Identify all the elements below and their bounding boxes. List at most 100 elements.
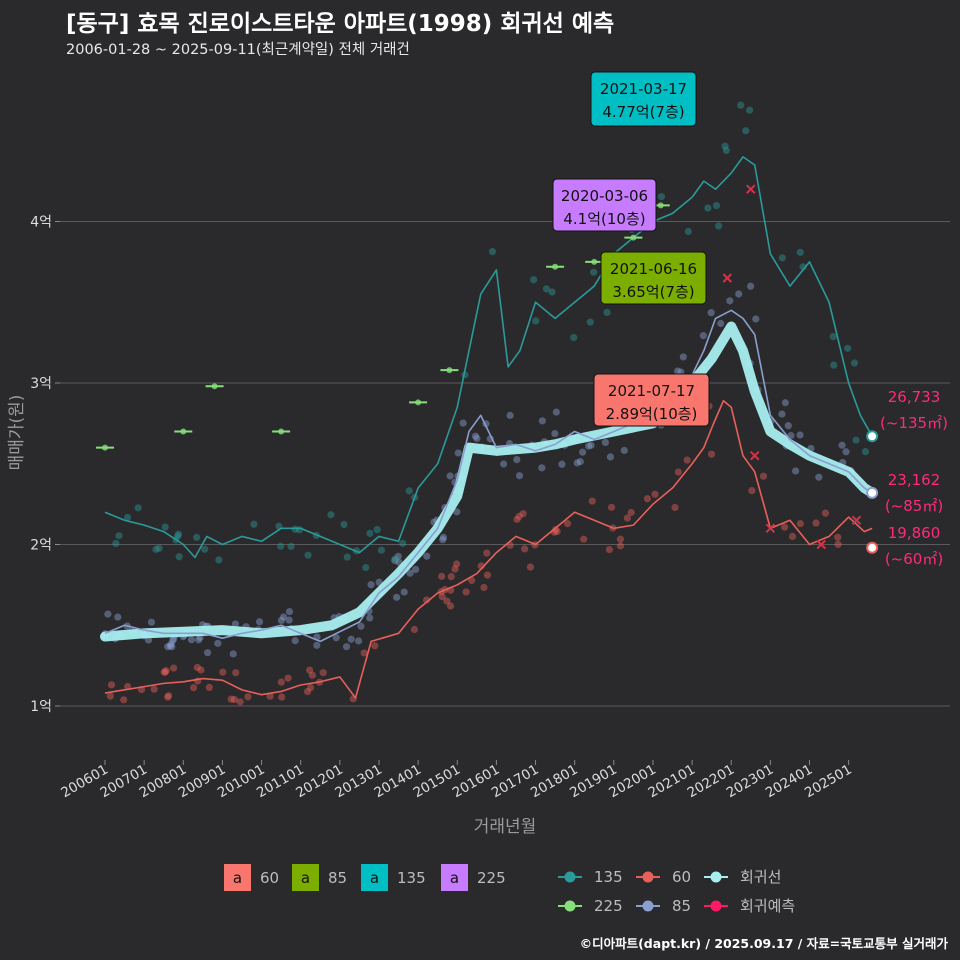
- point-60: [580, 535, 588, 543]
- callout-box-0: [590, 71, 697, 127]
- point-135: [174, 532, 182, 540]
- point-135: [155, 544, 163, 552]
- chart-title: [동구] 효목 진로이스트타운 아파트(1998) 회귀선 예측: [66, 11, 615, 37]
- callout-box-1: [552, 178, 657, 232]
- point-85: [285, 607, 294, 616]
- point-85: [104, 610, 112, 618]
- point-135: [704, 204, 712, 212]
- series-line-85: [104, 309, 873, 643]
- point-135: [737, 101, 745, 109]
- forecast-marker-3: [765, 523, 776, 534]
- point-60: [453, 560, 461, 568]
- legend-box-label-85: 85: [328, 869, 347, 887]
- point-225: [657, 202, 664, 209]
- point-85: [166, 642, 174, 650]
- point-135: [796, 248, 804, 256]
- point-85: [471, 432, 480, 440]
- point-60: [616, 542, 625, 550]
- point-135: [542, 285, 551, 293]
- point-135: [548, 288, 556, 296]
- legend-line-label-1: 60: [672, 868, 691, 886]
- legend-box-glyph: a: [450, 869, 459, 887]
- point-60: [480, 583, 488, 592]
- point-135: [399, 539, 407, 547]
- point-60: [306, 683, 315, 692]
- point-135: [570, 333, 578, 342]
- point-60: [308, 671, 316, 679]
- point-135: [123, 513, 132, 522]
- forecast-point-1: [866, 486, 879, 499]
- legend-box-label-225: 225: [477, 869, 506, 887]
- point-225: [552, 263, 559, 270]
- y-tick-label-1: 2억: [30, 538, 52, 554]
- point-85: [144, 636, 153, 644]
- point-60: [360, 649, 368, 657]
- point-135: [746, 106, 754, 114]
- legend-box-label-60: 60: [260, 869, 279, 887]
- point-85: [576, 457, 584, 466]
- callout-value-0: 4.77억(7층): [602, 103, 684, 121]
- point-135: [852, 436, 860, 444]
- point-135: [586, 318, 594, 326]
- point-60: [563, 519, 572, 528]
- point-135: [778, 254, 786, 262]
- point-85: [679, 353, 687, 361]
- point-60: [230, 695, 238, 704]
- point-60: [526, 563, 535, 571]
- point-85: [791, 467, 800, 475]
- legend-line-label-4: 85: [672, 897, 691, 915]
- forecast-price-1: 23,162: [888, 471, 941, 489]
- point-60: [189, 684, 198, 692]
- legend-line-label-0: 135: [594, 868, 623, 886]
- point-135: [722, 146, 730, 155]
- point-60: [164, 693, 172, 701]
- callout-date-1: 2020-03-06: [561, 187, 648, 205]
- point-135: [405, 487, 413, 495]
- point-85: [255, 618, 264, 626]
- point-85: [231, 620, 240, 628]
- legend-box-glyph: a: [370, 869, 379, 887]
- callout-date-0: 2021-03-17: [600, 80, 687, 98]
- callout-box-3: [593, 373, 710, 427]
- point-60: [519, 510, 527, 518]
- point-85: [459, 419, 467, 427]
- point-135: [287, 542, 295, 551]
- point-135: [277, 542, 285, 550]
- legend-box-glyph: a: [301, 869, 310, 887]
- point-60: [236, 698, 244, 706]
- source-credit: ©디아파트(dapt.kr) / 2025.09.17 / 자료=국토교통부 실…: [579, 936, 948, 951]
- forecast-marker-5: [851, 515, 862, 525]
- point-60: [278, 693, 286, 701]
- y-tick-label-0: 1억: [30, 699, 52, 715]
- point-135: [742, 127, 750, 135]
- forecast-marker-2: [750, 450, 760, 461]
- point-85: [195, 636, 203, 644]
- point-60: [438, 592, 446, 601]
- forecast-area-1: (~85㎡): [885, 497, 943, 515]
- point-60: [164, 692, 173, 700]
- point-60: [605, 546, 613, 554]
- point-85: [187, 636, 196, 644]
- point-85: [506, 411, 514, 420]
- point-85: [707, 309, 715, 317]
- point-60: [788, 532, 797, 541]
- point-85: [229, 650, 237, 658]
- point-60: [447, 573, 455, 581]
- y-axis-label: 매매가(원): [7, 395, 27, 471]
- point-85: [473, 434, 481, 443]
- point-85: [167, 640, 175, 648]
- point-85: [674, 367, 682, 375]
- point-135: [291, 525, 299, 533]
- point-135: [134, 504, 142, 512]
- point-85: [391, 556, 399, 565]
- point-60: [219, 668, 227, 676]
- point-60: [834, 533, 842, 541]
- point-85: [313, 641, 321, 649]
- point-85: [538, 417, 546, 425]
- point-60: [515, 512, 523, 520]
- point-135: [861, 448, 870, 456]
- legend-dot-1: [642, 871, 654, 883]
- point-60: [193, 663, 201, 672]
- point-85: [453, 508, 461, 516]
- point-60: [446, 602, 455, 610]
